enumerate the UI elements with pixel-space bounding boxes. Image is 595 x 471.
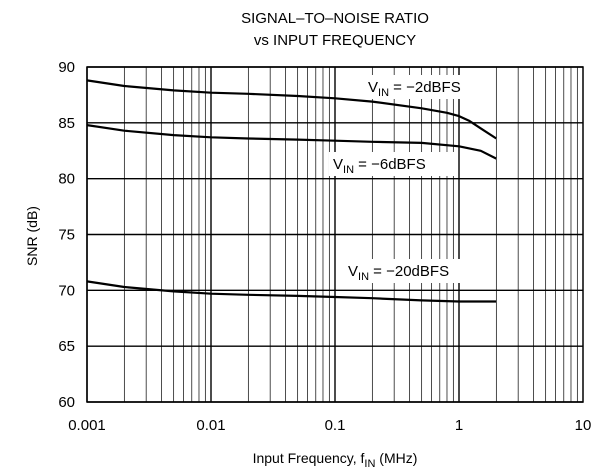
series-label-bg: [344, 259, 470, 283]
series-label-subscript: IN: [343, 164, 354, 176]
series-lines: [86, 79, 497, 303]
x-axis-label-subscript: IN: [364, 458, 375, 470]
plot-area-frame: [86, 66, 584, 403]
chart-subtitle: vs INPUT FREQUENCY: [254, 32, 416, 49]
series-label-subscript: IN: [358, 271, 369, 283]
y-tick-label: 75: [58, 227, 75, 244]
series-label-subscript: IN: [378, 87, 389, 99]
series-label-bg: [329, 152, 455, 176]
series-label: VIN = −2dBFS: [368, 79, 461, 99]
series-label-prefix: V: [368, 79, 378, 96]
x-axis-label-main: Input Frequency, f: [253, 450, 365, 466]
x-tick-label: 1: [455, 417, 463, 434]
x-tick-label: 10: [575, 417, 592, 434]
x-axis-label-unit: (MHz): [375, 450, 417, 466]
series-label: VIN = −20dBFS: [348, 263, 449, 283]
x-tick-label: 0.01: [196, 417, 225, 434]
series-line-2dbfs: [86, 79, 497, 140]
tick-labels: 0.001 0.01 0.1 1 10 60 65 70 75 80 85 90: [58, 59, 591, 434]
series-label-suffix: = −6dBFS: [354, 156, 426, 173]
series-label-prefix: V: [333, 156, 343, 173]
y-axis-label: SNR (dB): [24, 206, 40, 266]
y-tick-label: 85: [58, 115, 75, 132]
y-tick-label: 60: [58, 394, 75, 411]
series-label: VIN = −6dBFS: [333, 156, 426, 176]
y-tick-label: 65: [58, 338, 75, 355]
grid-lines: [86, 66, 583, 403]
x-tick-label: 0.1: [325, 417, 346, 434]
series-label-suffix: = −20dBFS: [369, 263, 449, 280]
chart-title: SIGNAL–TO–NOISE RATIO: [241, 10, 429, 27]
series-label-suffix: = −2dBFS: [389, 79, 461, 96]
series-line-6dbfs: [86, 124, 497, 160]
x-tick-label: 0.001: [68, 417, 106, 434]
x-axis-label: Input Frequency, fIN (MHz): [253, 450, 418, 470]
series-label-prefix: V: [348, 263, 358, 280]
y-tick-label: 70: [58, 282, 75, 299]
series-line-20dbfs: [86, 280, 497, 303]
y-tick-label: 90: [58, 59, 75, 76]
y-tick-label: 80: [58, 171, 75, 188]
series-label-bg: [364, 75, 490, 99]
